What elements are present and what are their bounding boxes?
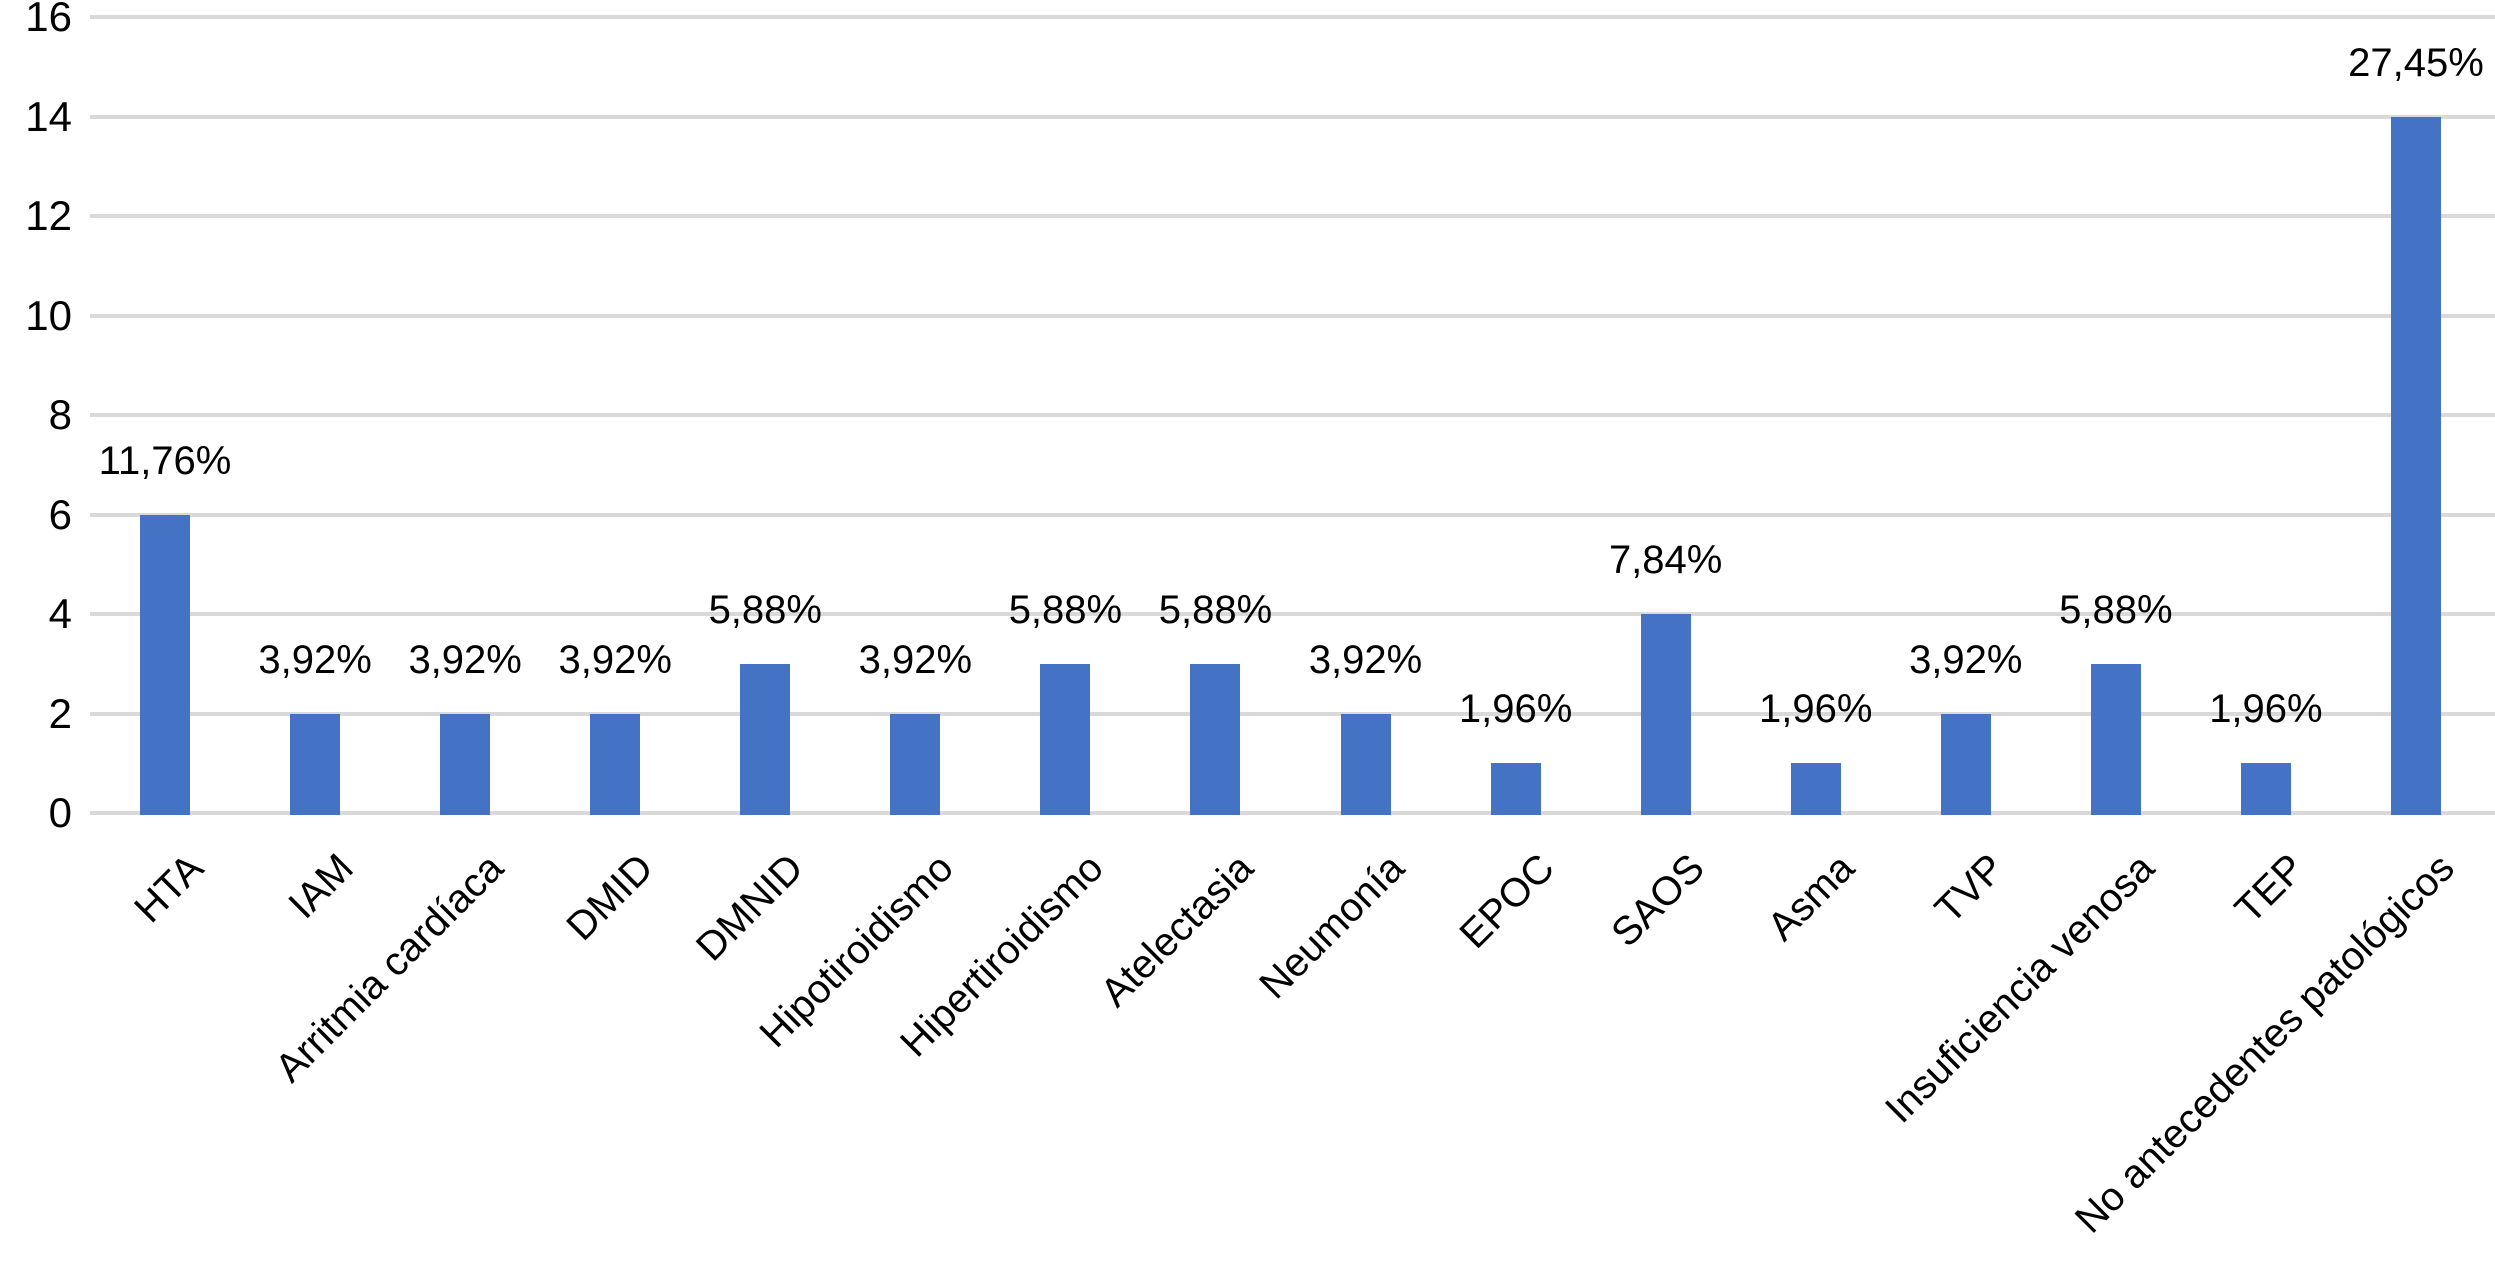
y-gridline bbox=[90, 114, 2495, 119]
bar-dmid bbox=[590, 713, 641, 815]
data-label: 5,88% bbox=[2059, 587, 2173, 632]
data-label: 5,88% bbox=[1158, 587, 1273, 632]
data-label: 3,92% bbox=[858, 637, 973, 682]
bar-epoc bbox=[1490, 763, 1541, 815]
data-label: 3,92% bbox=[258, 637, 372, 682]
bar-insuficiencia-venosa bbox=[2090, 663, 2141, 815]
data-label: 3,92% bbox=[1909, 637, 2023, 682]
data-label: 3,92% bbox=[408, 637, 522, 682]
y-tick-label: 4 bbox=[48, 590, 72, 637]
bar-hipotiroidismo bbox=[890, 713, 941, 815]
data-label: 1,96% bbox=[1759, 687, 1873, 732]
data-label: 1,96% bbox=[2209, 687, 2323, 732]
data-label: 1,96% bbox=[1458, 687, 1573, 732]
y-tick-label: 6 bbox=[48, 490, 72, 538]
y-gridline bbox=[90, 15, 2495, 19]
bar-hta bbox=[140, 514, 191, 815]
data-label: 5,88% bbox=[708, 587, 822, 632]
x-category-label: HTA bbox=[126, 845, 212, 932]
data-label: 5,88% bbox=[1008, 587, 1123, 632]
data-label: 11,76% bbox=[98, 438, 232, 483]
y-tick-label: 14 bbox=[25, 92, 72, 140]
bar-iam bbox=[290, 713, 341, 815]
y-gridline bbox=[90, 811, 2495, 815]
y-tick-label: 2 bbox=[48, 689, 72, 737]
bar-asma bbox=[1790, 763, 1841, 815]
data-label: 3,92% bbox=[558, 637, 672, 682]
data-label: 7,84% bbox=[1608, 538, 1723, 582]
bar-atelectasia bbox=[1190, 663, 1241, 815]
bar-neumon-a bbox=[1340, 713, 1391, 815]
y-tick-label: 0 bbox=[48, 789, 72, 836]
y-gridline bbox=[90, 512, 2495, 517]
y-tick-label: 12 bbox=[25, 192, 72, 239]
y-tick-label: 10 bbox=[25, 291, 72, 339]
bar-hipertiroidismo bbox=[1040, 663, 1091, 815]
bar-arritmia-card-aca bbox=[440, 713, 491, 815]
data-label: 27,45% bbox=[2348, 40, 2484, 85]
y-gridline bbox=[90, 313, 2495, 318]
y-gridline bbox=[90, 711, 2495, 716]
bar-tvp bbox=[1940, 713, 1991, 815]
y-tick-label: 16 bbox=[25, 0, 72, 40]
bar-saos bbox=[1640, 614, 1691, 815]
y-tick-label: 8 bbox=[48, 391, 72, 438]
y-gridline bbox=[90, 413, 2495, 417]
bar-no-antecedentes-patol-gicos bbox=[2390, 116, 2441, 815]
y-gridline bbox=[90, 612, 2495, 616]
bar-dmnid bbox=[740, 663, 791, 815]
y-gridline bbox=[90, 214, 2495, 218]
bar-tep bbox=[2240, 763, 2291, 815]
data-label: 3,92% bbox=[1308, 637, 1423, 682]
